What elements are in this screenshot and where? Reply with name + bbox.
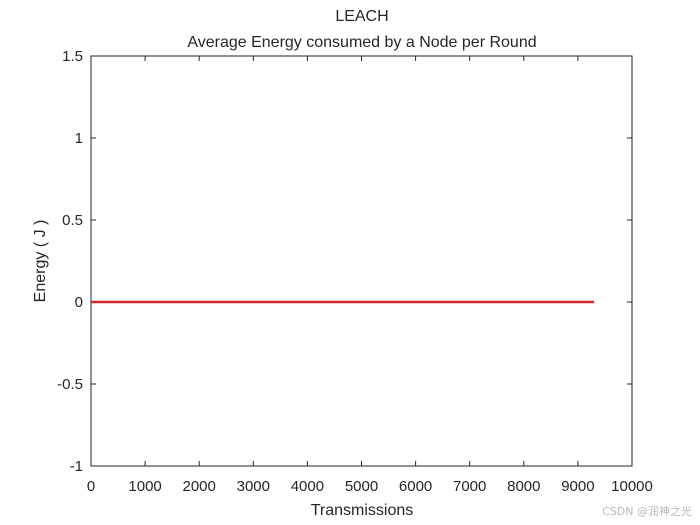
x-axis-label: Transmissions: [311, 502, 414, 519]
x-tick-label: 8000: [507, 478, 540, 495]
y-tick-label: 1.5: [62, 48, 83, 65]
x-axis: 0 1000 2000 3000 4000 5000 6000 7000 8000 9000 100…: [87, 56, 653, 495]
x-tick-label: 5000: [345, 478, 378, 495]
y-tick-label: -0.5: [57, 376, 83, 393]
chart-title-line-2: Average Energy consumed by a Node per Ro…: [187, 34, 536, 51]
y-axis-label: Energy ( J ): [32, 220, 49, 303]
y-tick-label: -1: [70, 458, 83, 475]
y-tick-label: 0: [75, 294, 83, 311]
plot-area: [90, 55, 633, 467]
x-tick-label: 1000: [128, 478, 161, 495]
chart-title-line-1: LEACH: [335, 8, 388, 25]
x-tick-label: 4000: [291, 478, 324, 495]
x-tick-label: 2000: [183, 478, 216, 495]
x-tick-label: 7000: [453, 478, 486, 495]
watermark: CSDN @润神之光: [602, 505, 692, 518]
y-axis: -1 -0.5 0 0.5 1 1.5: [57, 48, 632, 475]
x-tick-label: 6000: [399, 478, 432, 495]
y-tick-label: 1: [75, 130, 83, 147]
x-tick-label: 3000: [237, 478, 270, 495]
x-tick-label: 0: [87, 478, 95, 495]
x-tick-label: 9000: [561, 478, 594, 495]
y-tick-label: 0.5: [62, 212, 83, 229]
x-tick-label: 10000: [611, 478, 653, 495]
